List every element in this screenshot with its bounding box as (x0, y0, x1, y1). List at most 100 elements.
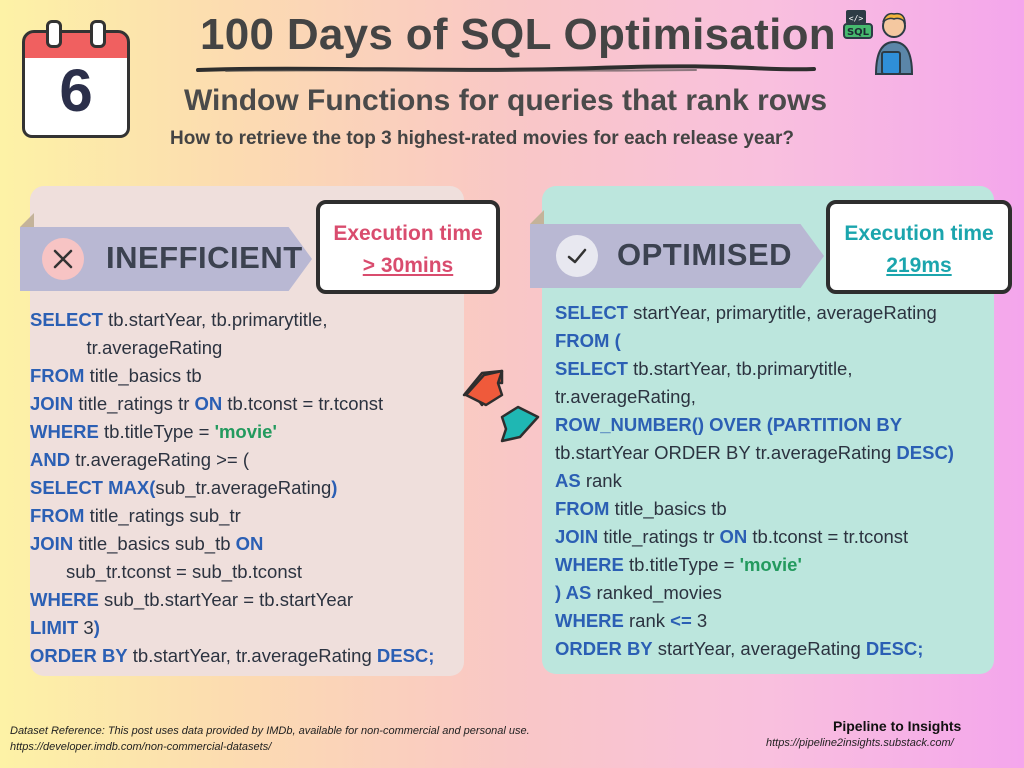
sql-keyword: WHERE (555, 554, 624, 575)
sql-keyword: ) (93, 617, 100, 638)
code-line: ) AS ranked_movies (555, 579, 954, 607)
sql-keyword: AS (555, 470, 581, 491)
dataset-reference: Dataset Reference: This post uses data p… (10, 723, 530, 755)
sql-string: 'movie' (214, 421, 277, 442)
execution-time-label: Execution time (333, 222, 483, 245)
sql-keyword: ON (719, 526, 748, 547)
sql-text: sub_tr.averageRating (155, 477, 332, 498)
sql-keyword: JOIN (30, 533, 74, 554)
sql-keyword: FROM (30, 365, 85, 386)
sql-keyword: ) AS (555, 582, 592, 603)
sql-text: sub_tb.startYear = tb.startYear (98, 589, 354, 610)
x-mark-icon (42, 238, 84, 280)
sql-text: title_basics tb (609, 498, 727, 519)
sql-text: title_basics sub_tb (73, 533, 236, 554)
brand-name: Pipeline to Insights (833, 718, 962, 734)
sql-keyword: SELECT (555, 358, 628, 379)
sql-keyword: DESC; (376, 645, 435, 666)
code-line: FROM ( (555, 327, 954, 355)
code-line: WHERE rank <= 3 (555, 607, 954, 635)
sql-text: tb.tconst = tr.tconst (222, 393, 384, 414)
dataset-url[interactable]: https://developer.imdb.com/non-commercia… (10, 741, 272, 753)
sql-text: startYear, averageRating (652, 638, 866, 659)
sql-text: ranked_movies (591, 582, 722, 603)
sql-keyword: SELECT (555, 302, 628, 323)
code-line: SELECT tb.startYear, tb.primarytitle, (30, 306, 434, 334)
sql-keyword: ON (194, 393, 223, 414)
sql-keyword: JOIN (30, 393, 74, 414)
code-line: AND tr.averageRating >= ( (30, 446, 434, 474)
exchange-arrows-icon (462, 369, 540, 443)
code-line: ORDER BY tb.startYear, tr.averageRating … (30, 642, 434, 670)
brush-underline (196, 64, 816, 72)
sql-keyword: SELECT (30, 309, 103, 330)
sql-text: tb.startYear, tb.primarytitle, (627, 358, 853, 379)
code-line: sub_tr.tconst = sub_tb.tconst (30, 558, 434, 586)
sql-keyword: ON (235, 533, 264, 554)
code-line: JOIN title_ratings tr ON tb.tconst = tr.… (555, 523, 954, 551)
sql-text: tr.averageRating, (555, 386, 696, 407)
code-line: JOIN title_basics sub_tb ON (30, 530, 434, 558)
inefficient-execution-box: Execution time > 30mins (316, 200, 500, 294)
sql-keyword: AND (30, 449, 71, 470)
code-line: SELECT startYear, primarytitle, averageR… (555, 299, 954, 327)
code-line: FROM title_ratings sub_tr (30, 502, 434, 530)
sql-text: title_basics tb (84, 365, 202, 386)
sql-text: tb.tconst = tr.tconst (747, 526, 909, 547)
sql-keyword: ORDER BY (30, 645, 128, 666)
sql-keyword: ORDER BY (555, 638, 653, 659)
inefficient-sql-code: SELECT tb.startYear, tb.primarytitle, tr… (30, 306, 434, 670)
sql-string: 'movie' (739, 554, 802, 575)
code-line: ORDER BY startYear, averageRating DESC; (555, 635, 954, 663)
sql-keyword: DESC) (896, 442, 954, 463)
code-line: SELECT tb.startYear, tb.primarytitle, (555, 355, 954, 383)
svg-text:</>: </> (849, 14, 864, 23)
sql-text: sub_tr.tconst = sub_tb.tconst (30, 561, 302, 582)
code-line: FROM title_basics tb (555, 495, 954, 523)
sql-text: rank (623, 610, 671, 631)
sql-keyword: FROM ( (555, 330, 621, 351)
sql-keyword: ROW_NUMBER() OVER (PARTITION BY (555, 414, 903, 435)
sql-text: tr.averageRating (30, 337, 223, 358)
page-subtitle: Window Functions for queries that rank r… (184, 84, 828, 117)
sql-text: 3 (691, 610, 708, 631)
execution-time-value: > 30mins (362, 254, 454, 277)
inefficient-label: INEFFICIENT (106, 240, 303, 275)
code-line: WHERE tb.titleType = 'movie' (555, 551, 954, 579)
code-line: ROW_NUMBER() OVER (PARTITION BY (555, 411, 954, 439)
code-line: tb.startYear ORDER BY tr.averageRating D… (555, 439, 954, 467)
developer-sql-icon: </> SQL (843, 10, 914, 75)
sql-keyword: WHERE (555, 610, 624, 631)
sql-text: title_ratings tr (73, 393, 195, 414)
check-mark-icon (556, 235, 598, 277)
sql-text: tb.startYear, tr.averageRating (127, 645, 377, 666)
sql-keyword: LIMIT (30, 617, 79, 638)
code-line: LIMIT 3) (30, 614, 434, 642)
sql-text: tb.startYear ORDER BY tr.averageRating (555, 442, 897, 463)
sql-text: tr.averageRating >= ( (70, 449, 250, 470)
code-line: tr.averageRating, (555, 383, 954, 411)
execution-time-value: 219ms (886, 254, 952, 277)
sql-keyword: <= (670, 610, 692, 631)
execution-time-label: Execution time (844, 222, 994, 245)
code-line: JOIN title_ratings tr ON tb.tconst = tr.… (30, 390, 434, 418)
code-line: tr.averageRating (30, 334, 434, 362)
optimised-sql-code: SELECT startYear, primarytitle, averageR… (555, 299, 954, 663)
code-line: SELECT MAX(sub_tr.averageRating) (30, 474, 434, 502)
code-line: FROM title_basics tb (30, 362, 434, 390)
code-line: AS rank (555, 467, 954, 495)
optimised-label: OPTIMISED (617, 237, 793, 272)
brand-url[interactable]: https://pipeline2insights.substack.com/ (766, 737, 954, 749)
optimised-execution-box: Execution time 219ms (826, 200, 1012, 294)
sql-keyword: WHERE (30, 421, 99, 442)
sql-keyword: SELECT MAX( (30, 477, 156, 498)
sql-keyword: DESC; (865, 638, 924, 659)
code-line: WHERE tb.titleType = 'movie' (30, 418, 434, 446)
sql-text: 3 (78, 617, 94, 638)
sql-text: rank (580, 470, 622, 491)
sql-keyword: FROM (555, 498, 610, 519)
sql-text: tb.titleType = (98, 421, 215, 442)
sql-keyword: WHERE (30, 589, 99, 610)
sql-text: tb.startYear, tb.primarytitle, (102, 309, 328, 330)
question-text: How to retrieve the top 3 highest-rated … (170, 128, 795, 149)
